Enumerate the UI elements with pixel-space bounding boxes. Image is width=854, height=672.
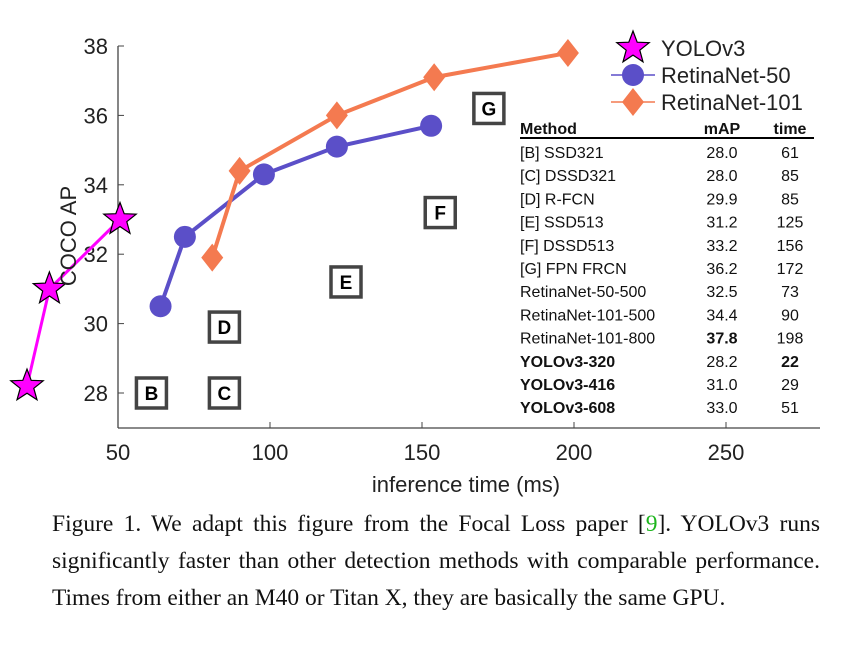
axes: 50 100 150 200 250 28 30 32 34 36 38: [84, 34, 820, 465]
data-point-yolov3: [31, 270, 68, 305]
data-point-retinanet-50: [325, 135, 348, 158]
data-point-retinanet-101: [201, 243, 224, 272]
table-cell-method: RetinaNet-101-800: [520, 331, 655, 348]
table-cell-time: 73: [781, 284, 799, 301]
x-axis-label: inference time (ms): [372, 472, 560, 497]
table-cell-method: YOLOv3-608: [520, 400, 615, 417]
table-cell-map: 31.2: [706, 215, 737, 232]
data-point-yolov3: [102, 200, 138, 235]
table-cell-map: 34.4: [706, 307, 737, 324]
table-cell-method: [B] SSD321: [520, 145, 604, 162]
series-line-retinanet-101: [210, 50, 569, 259]
legend-marker-retinanet-50: [622, 64, 644, 86]
results-table: Method mAP time [B] SSD321 28.0 61 [C] DSSD321…: [520, 121, 814, 417]
data-point-retinanet-50: [420, 114, 443, 137]
legend-marker-retinanet-101: [622, 88, 644, 116]
data-point-retinanet-101: [556, 38, 579, 67]
x-tick-label: 250: [708, 440, 745, 465]
table-cell-map: 36.2: [706, 261, 737, 278]
data-point-retinanet-101: [325, 101, 348, 130]
x-tick-label: 100: [252, 440, 289, 465]
legend-label: YOLOv3: [661, 36, 745, 61]
table-cell-time: 85: [781, 168, 799, 185]
method-box-label: E: [340, 273, 353, 294]
x-tick-label: 50: [106, 440, 130, 465]
table-cell-time: 51: [781, 400, 799, 417]
table-cell-method: RetinaNet-101-500: [520, 307, 655, 324]
table-cell-method: [F] DSSD513: [520, 238, 614, 255]
y-tick-label: 30: [84, 312, 108, 337]
method-box-label: F: [434, 204, 446, 225]
data-point-retinanet-50: [173, 225, 196, 248]
legend-label: RetinaNet-50: [661, 63, 791, 88]
table-cell-method: RetinaNet-50-500: [520, 284, 646, 301]
table-header-map: mAP: [704, 121, 741, 138]
method-box: [207, 310, 242, 344]
method-box: [329, 265, 363, 299]
series-line-retinanet-50: [158, 123, 432, 307]
table-cell-time: 61: [781, 145, 799, 162]
table-cell-map: 31.0: [706, 377, 737, 394]
table-cell-method: [C] DSSD321: [520, 168, 616, 185]
table-cell-map: 33.2: [706, 238, 737, 255]
citation-link[interactable]: 9: [645, 511, 658, 537]
caption-text-rest: ]. YOLOv3 runs significantly faster than…: [52, 511, 820, 611]
table-cell-method: YOLOv3-416: [520, 377, 615, 394]
table-cell-map: 28.0: [706, 168, 737, 185]
data-point-retinanet-101: [423, 63, 446, 92]
table-cell-map: 28.0: [706, 145, 737, 162]
method-box: [472, 91, 506, 126]
table-cell-method: [E] SSD513: [520, 215, 604, 232]
table-cell-time: 90: [781, 307, 799, 324]
method-box: [423, 195, 457, 230]
caption-text: Figure 1. We adapt this figure from the …: [52, 511, 646, 537]
y-axis-label: COCO AP: [56, 186, 81, 286]
table-cell-time: 29: [781, 377, 799, 394]
legend-marker-yolov3: [615, 29, 651, 64]
method-box-label: B: [145, 384, 159, 405]
table-cell-map: 37.8: [706, 331, 737, 348]
table-header-method: Method: [520, 121, 577, 138]
table-cell-map: 28.2: [706, 354, 737, 371]
table-cell-method: YOLOv3-320: [520, 354, 615, 371]
x-tick-label: 200: [556, 440, 593, 465]
table-cell-map: 33.0: [706, 400, 737, 417]
table-cell-map: 32.5: [706, 284, 737, 301]
y-tick-label: 36: [84, 103, 108, 128]
x-tick-label: 150: [404, 440, 441, 465]
method-box: [134, 376, 169, 410]
data-point-retinanet-101: [228, 156, 251, 185]
table-cell-time: 172: [777, 261, 804, 278]
table-cell-method: [G] FPN FRCN: [520, 261, 627, 278]
y-tick-label: 32: [84, 242, 108, 267]
data-point-retinanet-50: [149, 295, 172, 318]
table-cell-time: 156: [777, 238, 804, 255]
table-cell-map: 29.9: [706, 191, 737, 208]
method-box: [207, 376, 242, 410]
chart: 50 100 150 200 250 28 30 32 34 36 38 B C D E F G YOLOv3…: [9, 29, 820, 497]
method-box-label: G: [481, 99, 496, 120]
method-box-label: C: [218, 384, 232, 405]
table-cell-method: [D] R-FCN: [520, 191, 595, 208]
data-point-yolov3: [9, 367, 45, 402]
marks: B C D E F G: [9, 38, 579, 410]
figure-caption: Figure 1. We adapt this figure from the …: [52, 506, 820, 617]
method-box-label: D: [218, 318, 232, 339]
table-header-time: time: [774, 121, 807, 138]
y-tick-label: 38: [84, 34, 108, 59]
table-cell-time: 22: [781, 354, 799, 371]
legend-label: RetinaNet-101: [661, 90, 803, 115]
data-point-retinanet-50: [252, 163, 275, 186]
y-tick-label: 34: [84, 173, 108, 198]
table-cell-time: 198: [777, 331, 804, 348]
table-cell-time: 85: [781, 191, 799, 208]
y-tick-label: 28: [84, 381, 108, 406]
table-cell-time: 125: [777, 215, 804, 232]
